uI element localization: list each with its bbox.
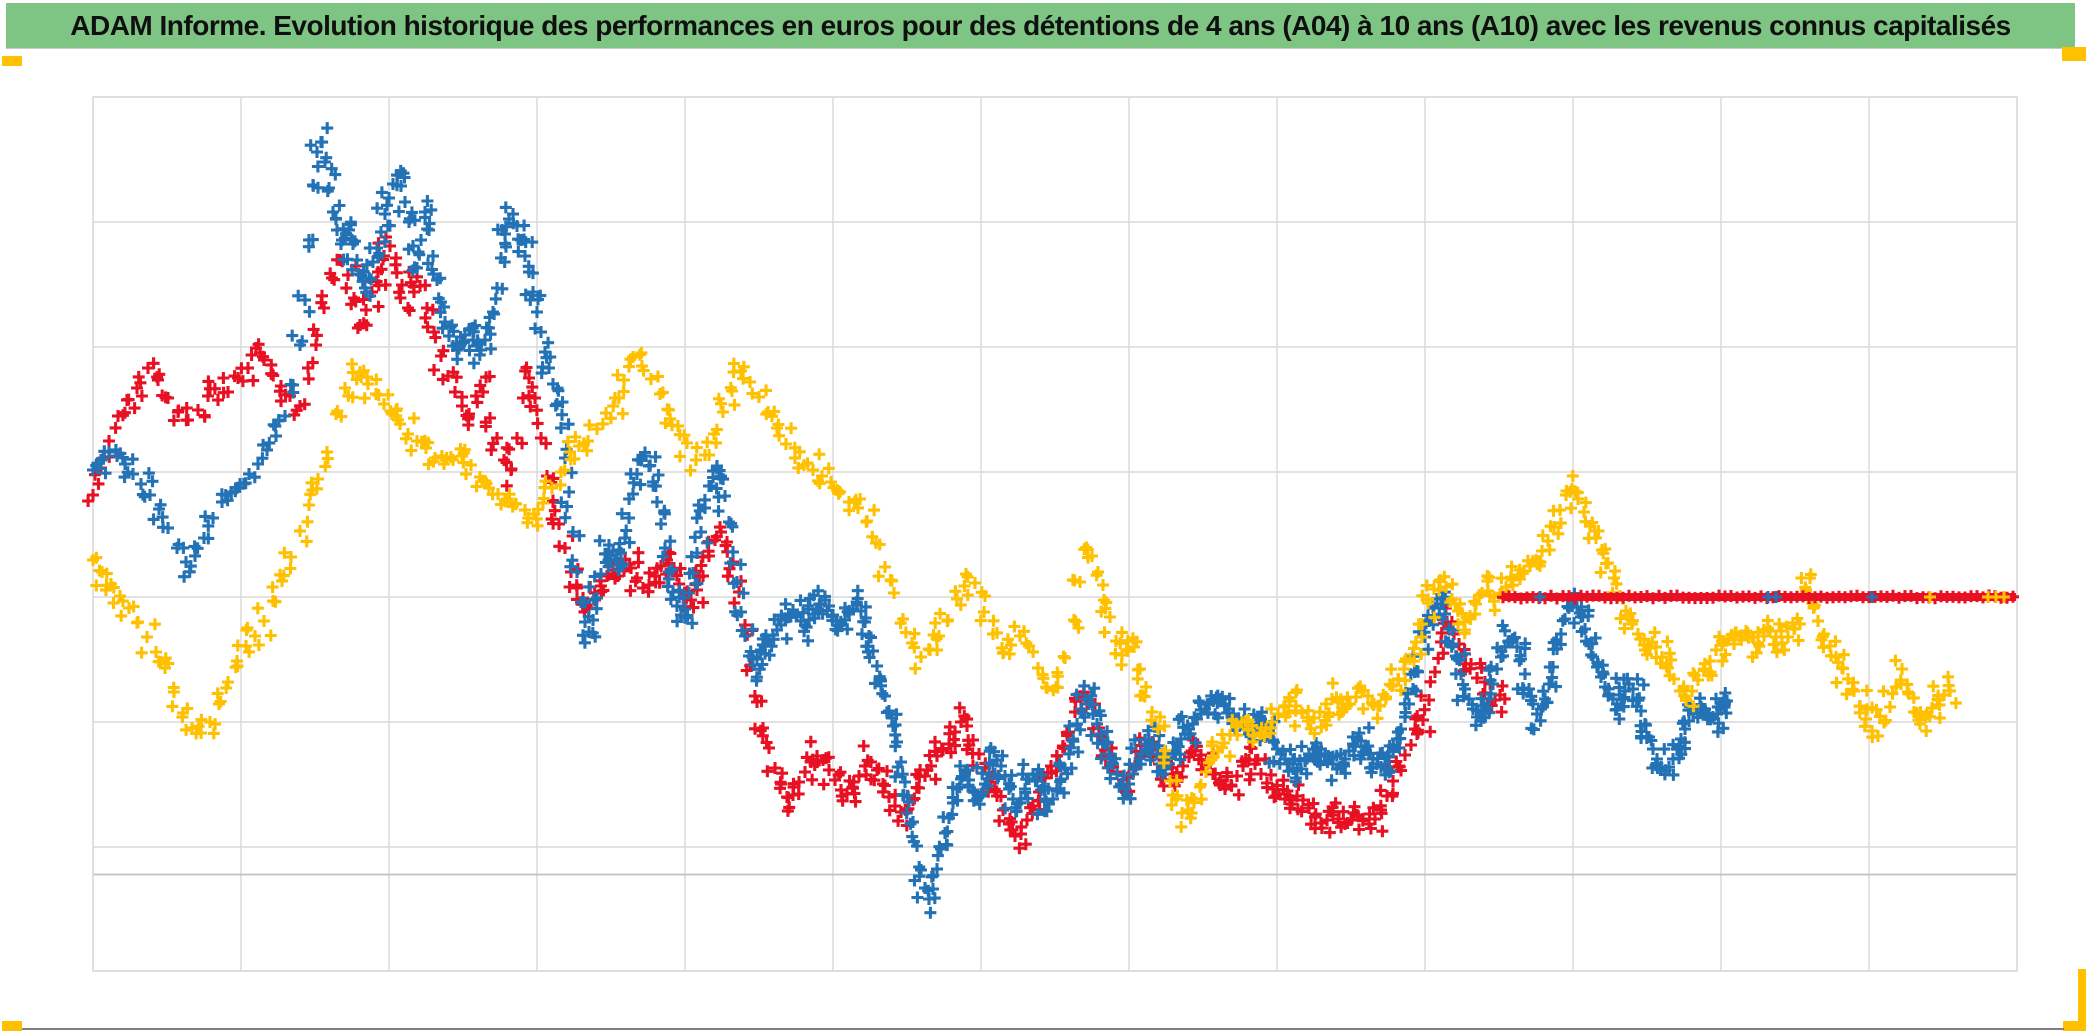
plot-border bbox=[92, 96, 2018, 972]
corner-accent-bottom-right-foot bbox=[2063, 1021, 2086, 1031]
corner-accent-top-right bbox=[2062, 47, 2086, 61]
flat-line-blue-specks bbox=[1534, 591, 1878, 603]
corner-accent-bottom-left bbox=[2, 1021, 22, 1031]
slide-title-bar: ADAM Informe. Evolution historique des p… bbox=[6, 3, 2075, 48]
series-blue-markers bbox=[87, 122, 1733, 919]
flat-line-yellow-specks bbox=[1924, 591, 2010, 603]
series-yellow-markers bbox=[87, 346, 1962, 833]
page-title: ADAM Informe. Evolution historique des p… bbox=[70, 9, 2011, 41]
bottom-rule bbox=[22, 1028, 2064, 1030]
corner-accent-top-left bbox=[2, 56, 22, 66]
corner-accent-bottom-right-vertical bbox=[2078, 969, 2086, 1022]
flat-red-line-markers bbox=[1497, 589, 2019, 605]
